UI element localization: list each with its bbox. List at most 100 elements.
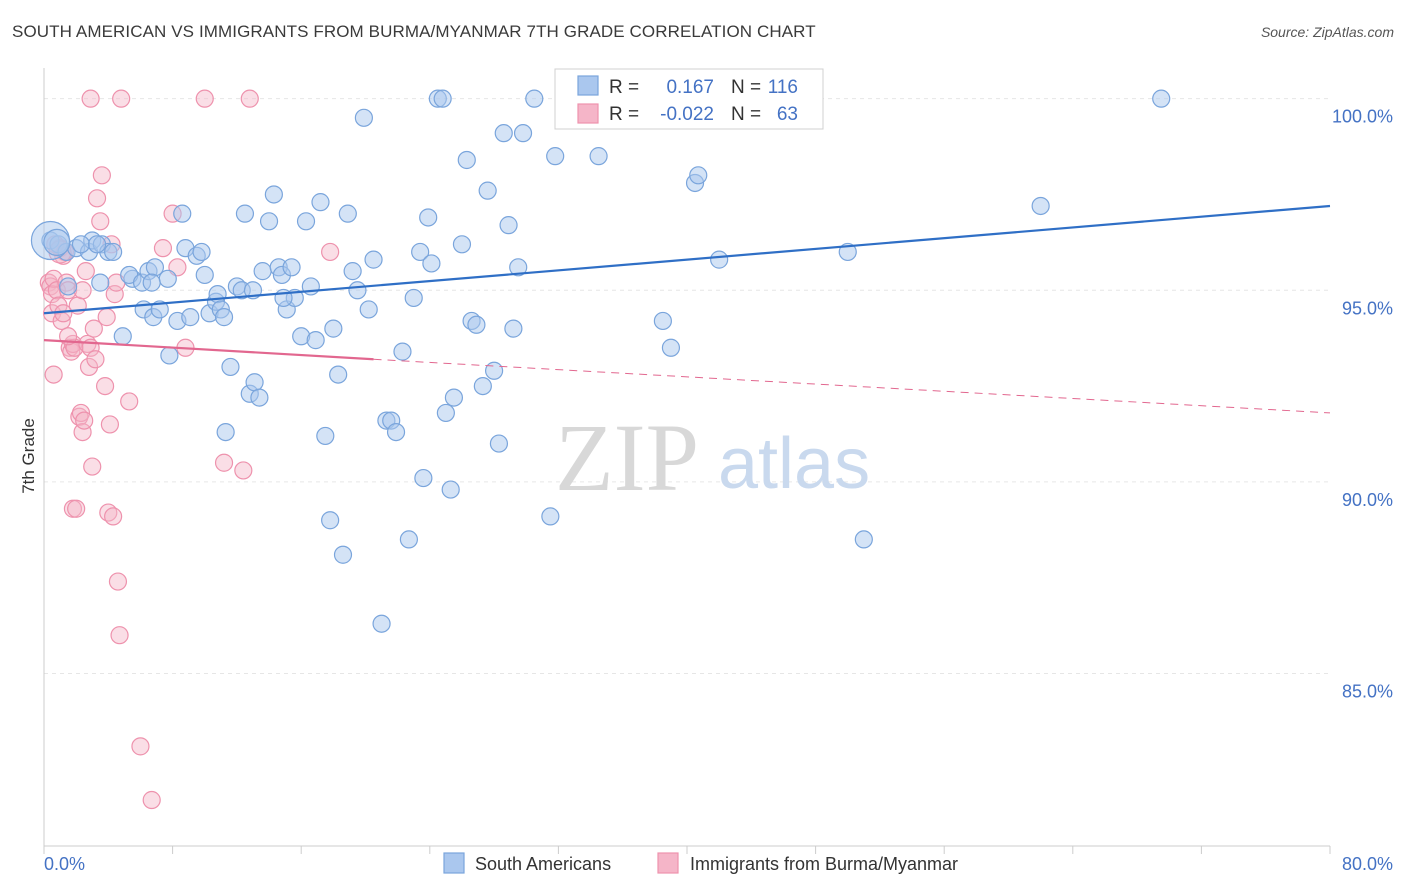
south-americans-point	[444, 388, 464, 407]
burma-point	[214, 453, 234, 472]
south-americans-point	[838, 242, 857, 262]
stats-n-label-2: N =	[731, 104, 761, 125]
south-americans-point	[311, 193, 330, 212]
burma-point	[104, 507, 123, 526]
south-americans-point	[386, 422, 406, 442]
south-americans-point	[589, 147, 608, 166]
south-americans-point	[343, 262, 362, 281]
south-americans-point	[59, 277, 78, 296]
south-americans-point	[253, 262, 272, 281]
south-americans-point	[414, 468, 433, 488]
south-americans-point	[1031, 196, 1050, 216]
legend-label-burma: Immigrants from Burma/Myanmar	[690, 854, 958, 874]
stats-n-label-1: N =	[731, 77, 761, 98]
south-americans-point	[87, 235, 107, 254]
south-americans-point	[372, 614, 391, 633]
south-americans-point	[264, 185, 283, 204]
legend: South Americans Immigrants from Burma/My…	[443, 852, 958, 874]
south-americans-point	[489, 434, 509, 453]
south-americans-point	[338, 204, 357, 223]
burma-point	[108, 572, 128, 591]
y-axis-title: 7th Grade	[19, 418, 38, 494]
south-americans-point	[513, 124, 533, 143]
burma-point	[110, 626, 129, 645]
axes	[43, 68, 1331, 854]
burma-point	[153, 239, 173, 258]
burma-point	[75, 411, 94, 430]
south-americans-point	[333, 545, 353, 564]
burma-point	[95, 376, 115, 396]
south-americans-point	[259, 212, 279, 231]
burma-point	[105, 285, 124, 304]
south-americans-point	[661, 338, 681, 357]
south-americans-point	[158, 269, 177, 288]
south-americans-point	[457, 150, 476, 170]
tick-labels: 100.0% 95.0% 90.0% 85.0% 0.0% 80.0%	[44, 107, 1393, 874]
south-americans-point	[348, 281, 367, 300]
burma-point	[97, 308, 116, 327]
south-americans-point	[306, 331, 325, 350]
trend-lines	[43, 204, 1331, 414]
south-americans-point	[499, 216, 518, 235]
burma-point	[81, 89, 100, 108]
south-americans-point	[436, 403, 455, 423]
south-americans-point	[504, 319, 523, 338]
south-americans-point	[422, 254, 441, 273]
y-tick-label: 90.0%	[1342, 490, 1393, 510]
south-americans-point	[142, 273, 161, 292]
south-americans-point	[316, 426, 335, 446]
south-americans-point	[509, 258, 528, 277]
burma-point	[234, 461, 253, 480]
x-tick-label: 0.0%	[44, 854, 85, 874]
south-americans-point	[478, 181, 497, 200]
burma-point	[112, 89, 131, 108]
south-americans-point	[1152, 89, 1171, 108]
south-americans-point	[467, 315, 486, 334]
south-americans-point	[433, 89, 452, 108]
south-americans-point	[452, 235, 472, 254]
burma-point	[73, 422, 92, 442]
burma-point	[91, 212, 110, 231]
burma-point	[86, 350, 105, 369]
stats-r-value-1: 0.167	[666, 77, 714, 98]
south-americans-point	[113, 327, 132, 346]
burma-point	[131, 737, 150, 756]
south-americans-point	[91, 273, 110, 292]
south-americans-point	[541, 507, 560, 526]
burma-point	[321, 242, 340, 262]
legend-swatch-burma	[657, 852, 679, 874]
south-americans-point	[854, 530, 873, 549]
south-americans-point	[71, 235, 91, 254]
south-americans-point	[494, 124, 513, 143]
legend-label-south-americans: South Americans	[475, 854, 611, 874]
south-americans-point-cluster	[43, 228, 71, 256]
south-americans-point	[324, 319, 343, 338]
burma-point	[120, 392, 139, 411]
south-americans-point	[364, 250, 383, 269]
south-americans-point	[104, 242, 123, 262]
burma-point	[100, 415, 120, 434]
chart-title: SOUTH AMERICAN VS IMMIGRANTS FROM BURMA/…	[12, 22, 816, 41]
south-americans-point	[235, 204, 255, 223]
burma-point	[44, 365, 63, 384]
south-americans-point	[411, 242, 430, 262]
burma-point	[142, 790, 161, 810]
south-americans-point	[710, 250, 729, 269]
south-americans-point	[195, 265, 214, 285]
south-americans-point	[296, 212, 316, 231]
south-americans-point	[282, 258, 301, 277]
stats-r-label-1: R =	[609, 77, 639, 98]
x-tick-label: 80.0%	[1342, 854, 1393, 874]
watermark-zip: ZIP	[555, 404, 699, 511]
trend-line-burma-dashed	[373, 358, 1331, 414]
burma-point	[67, 499, 86, 518]
burma-point	[87, 189, 107, 208]
south-americans-point	[250, 388, 269, 407]
series-burma-points	[39, 89, 340, 810]
burma-point	[83, 457, 102, 476]
south-americans-point	[399, 530, 419, 549]
watermark-atlas: atlas	[718, 424, 870, 504]
stats-n-value-1: 116	[768, 77, 798, 98]
stats-n-value-2: 63	[777, 104, 798, 125]
y-tick-label: 85.0%	[1342, 682, 1393, 702]
